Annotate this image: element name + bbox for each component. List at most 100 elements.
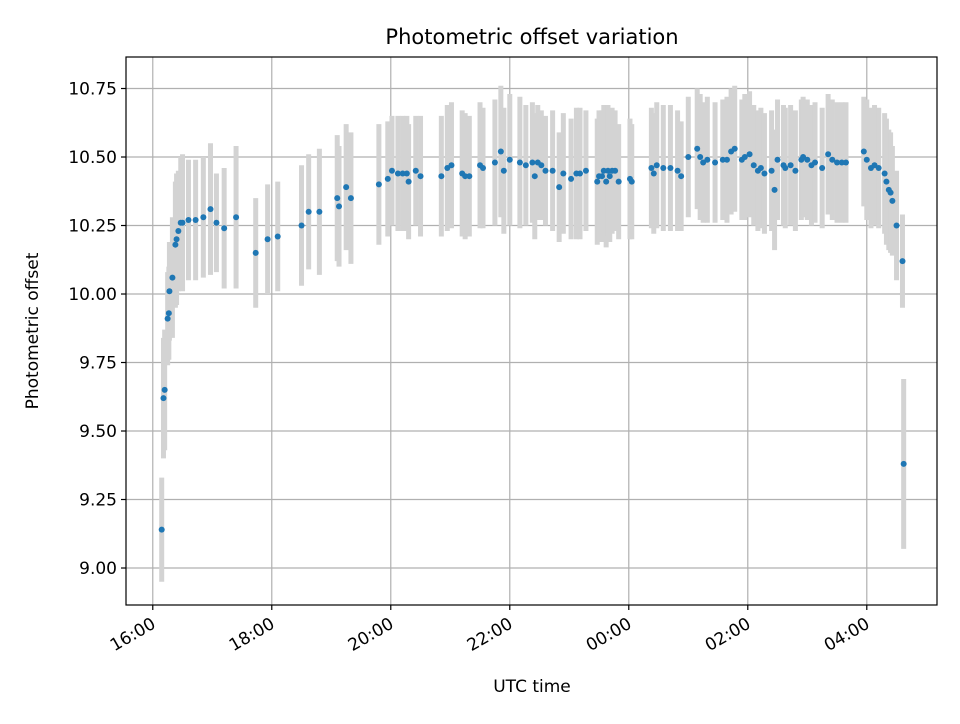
data-point xyxy=(538,162,545,169)
data-point xyxy=(829,156,836,163)
data-point xyxy=(466,173,473,180)
data-point xyxy=(185,217,192,224)
data-point xyxy=(506,156,513,163)
data-point xyxy=(334,195,341,202)
data-point xyxy=(207,206,214,213)
y-tick-label: 10.25 xyxy=(68,217,117,237)
y-tick-label: 9.25 xyxy=(79,491,117,511)
data-point xyxy=(648,164,655,171)
data-point xyxy=(542,167,549,174)
data-point xyxy=(771,186,778,193)
data-point xyxy=(653,162,660,169)
data-point xyxy=(388,167,395,174)
y-tick-label: 9.50 xyxy=(79,422,117,442)
data-point xyxy=(606,173,613,180)
data-point xyxy=(612,167,619,174)
data-point xyxy=(347,195,354,202)
data-point xyxy=(889,197,896,204)
data-point xyxy=(731,145,738,152)
data-point xyxy=(233,214,240,221)
data-point xyxy=(160,395,167,402)
data-point xyxy=(697,154,704,161)
data-point xyxy=(667,164,674,171)
data-point xyxy=(604,167,611,174)
data-point xyxy=(172,241,179,248)
data-point xyxy=(298,222,305,229)
data-point xyxy=(782,164,789,171)
data-point xyxy=(166,288,173,295)
data-point xyxy=(438,173,445,180)
data-point xyxy=(819,164,826,171)
data-point xyxy=(712,159,719,166)
data-point xyxy=(875,164,882,171)
data-point xyxy=(200,214,207,221)
data-point xyxy=(500,167,507,174)
data-point xyxy=(173,236,180,243)
data-point xyxy=(723,156,730,163)
data-point xyxy=(448,162,455,169)
data-point xyxy=(403,170,410,177)
data-point xyxy=(761,170,768,177)
data-point xyxy=(417,173,424,180)
data-point xyxy=(305,208,312,215)
y-tick-label: 10.00 xyxy=(68,285,117,305)
data-point xyxy=(522,162,529,169)
data-point xyxy=(252,249,259,256)
x-axis-label: UTC time xyxy=(493,677,571,697)
data-point xyxy=(480,164,487,171)
data-point xyxy=(863,156,870,163)
data-point xyxy=(491,159,498,166)
data-point xyxy=(405,178,412,185)
y-tick-label: 9.00 xyxy=(79,559,117,579)
data-point xyxy=(213,219,220,226)
data-point xyxy=(674,167,681,174)
data-point xyxy=(860,148,867,155)
data-point xyxy=(560,170,567,177)
y-tick-label: 10.75 xyxy=(68,80,117,100)
data-point xyxy=(179,219,186,226)
data-point xyxy=(893,222,900,229)
data-point xyxy=(169,274,176,281)
data-point xyxy=(164,315,171,322)
data-point xyxy=(576,170,583,177)
data-point xyxy=(264,236,271,243)
data-point xyxy=(881,170,888,177)
data-point xyxy=(678,173,685,180)
data-point xyxy=(741,154,748,161)
data-point xyxy=(384,175,391,182)
data-point xyxy=(704,156,711,163)
y-tick-label: 10.50 xyxy=(68,148,117,168)
data-point xyxy=(757,164,764,171)
data-point xyxy=(594,178,601,185)
data-point xyxy=(787,162,794,169)
data-point xyxy=(175,227,182,234)
data-point xyxy=(161,386,168,393)
y-axis-label: Photometric offset xyxy=(23,252,43,409)
data-point xyxy=(600,167,607,174)
data-point xyxy=(412,167,419,174)
data-point xyxy=(750,162,757,169)
data-point xyxy=(568,175,575,182)
y-axis-ticks: 9.00 9.25 9.50 9.75 10.00 10.25 10.50 10.75 xyxy=(68,80,126,579)
data-points xyxy=(158,145,907,533)
data-point xyxy=(165,310,172,317)
data-point xyxy=(887,189,894,196)
data-point xyxy=(660,164,667,171)
data-point xyxy=(192,217,199,224)
data-point xyxy=(650,170,657,177)
data-point xyxy=(399,170,406,177)
data-point xyxy=(599,173,606,180)
chart-title: Photometric offset variation xyxy=(385,25,678,49)
data-point xyxy=(628,178,635,185)
grid xyxy=(126,57,937,605)
data-point xyxy=(812,159,819,166)
data-point xyxy=(549,167,556,174)
y-tick-label: 9.75 xyxy=(79,354,117,374)
data-point xyxy=(883,178,890,185)
data-point xyxy=(768,167,775,174)
data-point xyxy=(694,145,701,152)
data-point xyxy=(529,159,536,166)
data-point xyxy=(274,233,281,240)
data-point xyxy=(746,151,753,158)
